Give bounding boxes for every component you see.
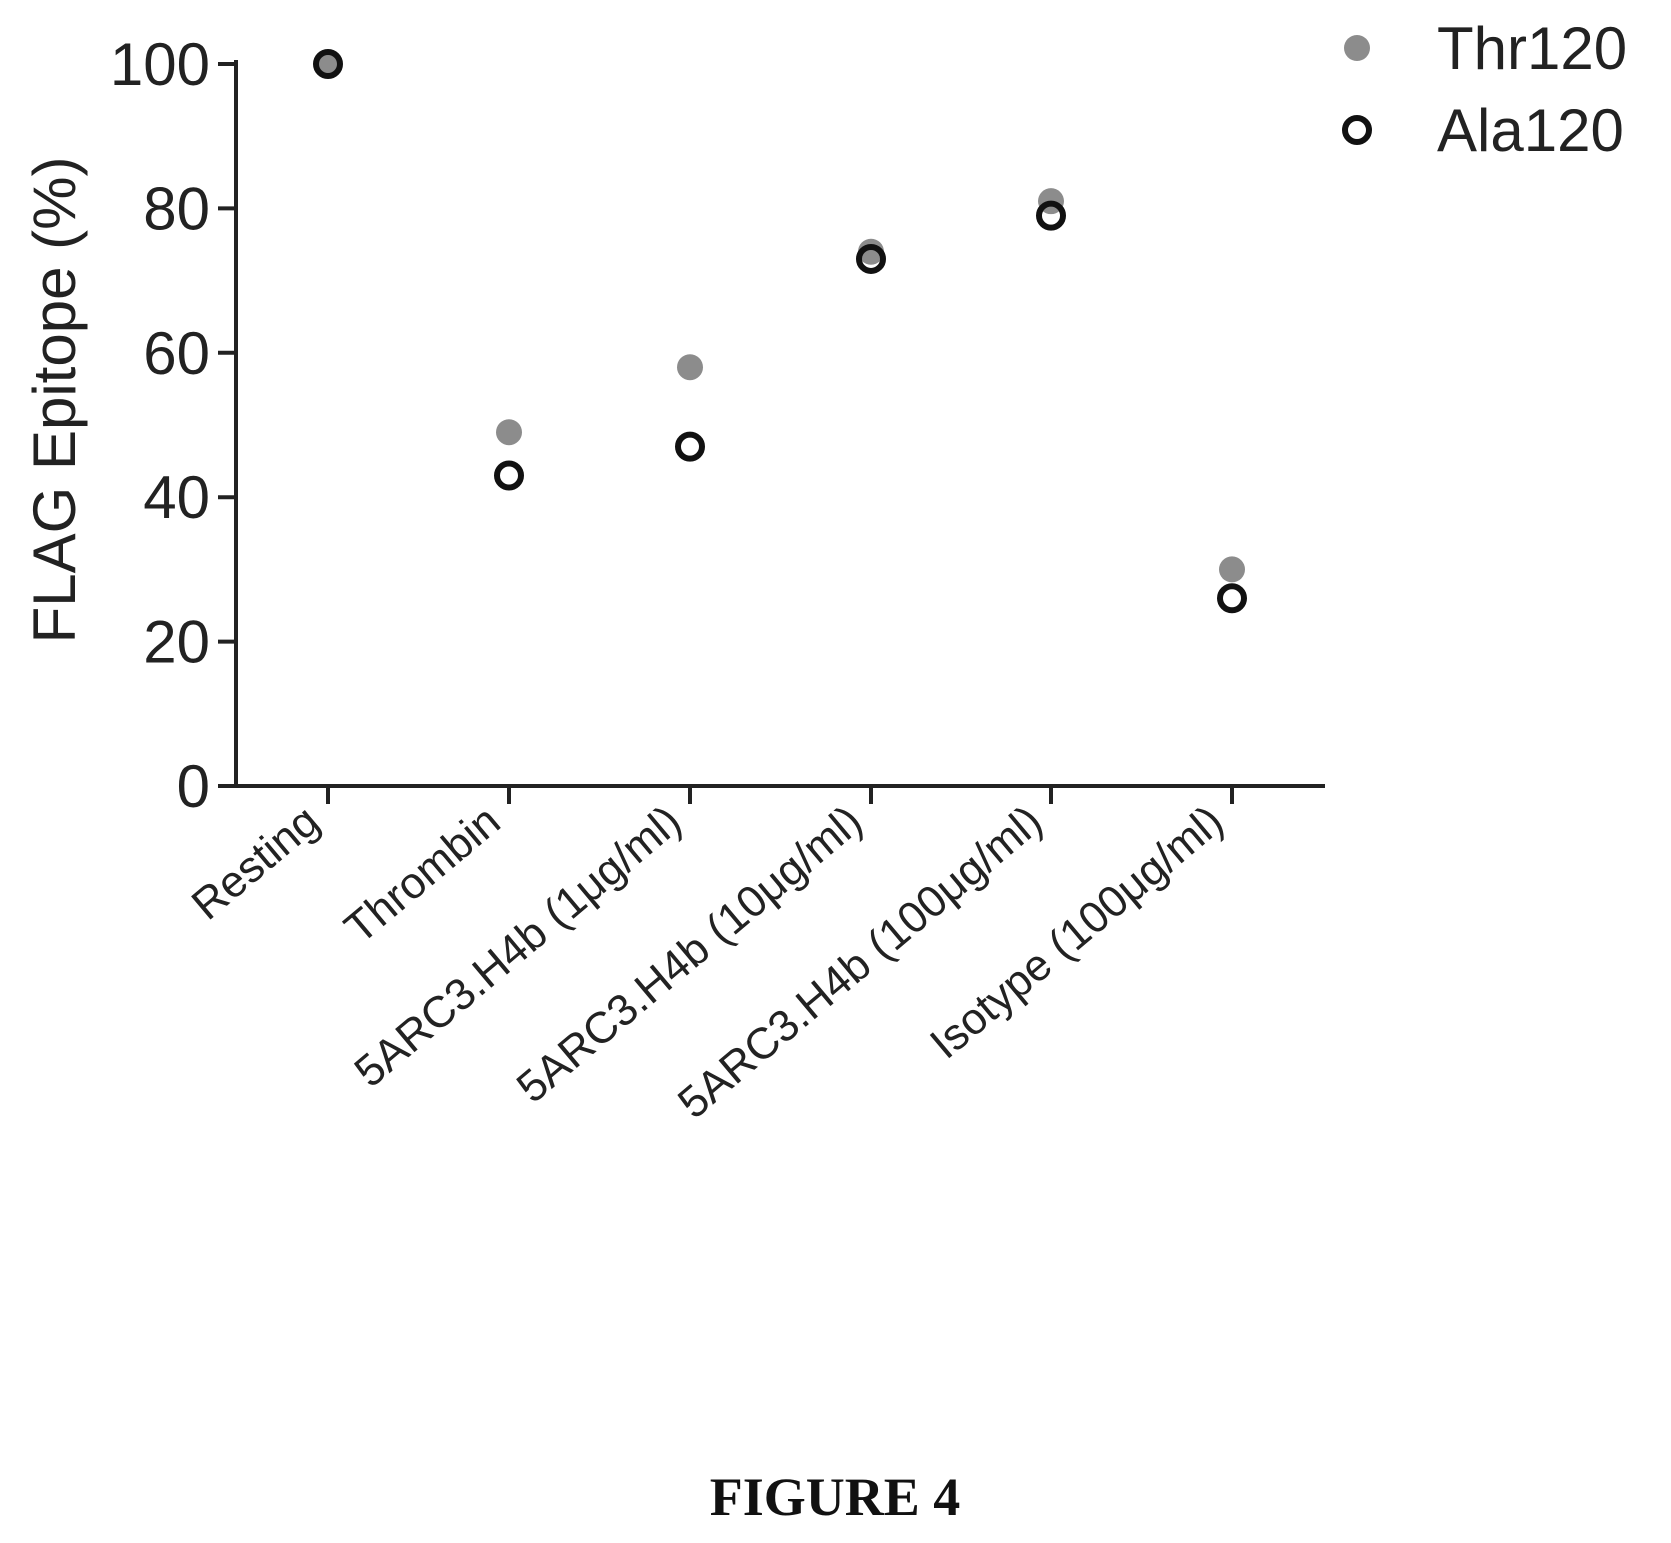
y-tick-label: 80 (143, 175, 210, 242)
legend-label-ala120: Ala120 (1437, 97, 1624, 164)
x-tick-label: 5ARC3.H4b (100μg/ml) (669, 796, 1052, 1128)
x-tick-label: Isotype (100μg/ml) (921, 796, 1232, 1068)
legend-label-thr120: Thr120 (1437, 15, 1627, 82)
point-thr120 (858, 238, 884, 265)
point-thr120 (677, 354, 703, 381)
y-tick-label: 100 (110, 31, 210, 98)
y-axis: 0 20 40 60 80 100 (110, 31, 238, 820)
y-axis-label: FLAG Epitope (%) (21, 157, 88, 644)
point-ala120 (313, 49, 343, 79)
data-points (313, 49, 1247, 614)
legend: Thr120 Ala120 (1342, 15, 1627, 164)
y-tick-label: 60 (143, 320, 210, 387)
point-ala120 (1217, 583, 1247, 614)
legend-marker-thr120 (1344, 35, 1370, 61)
figure-caption: FIGURE 4 (710, 1467, 961, 1527)
x-tick-label: 5ARC3.H4b (1μg/ml) (345, 796, 690, 1097)
y-tick-label: 40 (143, 464, 210, 531)
x-tick-label: Thrombin (336, 796, 510, 953)
y-tick-label: 20 (143, 609, 210, 676)
point-ala120 (494, 460, 524, 491)
point-ala120 (675, 431, 705, 462)
point-thr120 (1219, 556, 1245, 583)
point-ala120 (1036, 200, 1066, 231)
point-ala120 (856, 243, 886, 274)
point-thr120 (496, 419, 522, 446)
legend-marker-ala120 (1342, 115, 1372, 145)
y-tick-label: 0 (177, 753, 210, 820)
x-tick-label: 5ARC3.H4b (10μg/ml) (508, 796, 872, 1112)
